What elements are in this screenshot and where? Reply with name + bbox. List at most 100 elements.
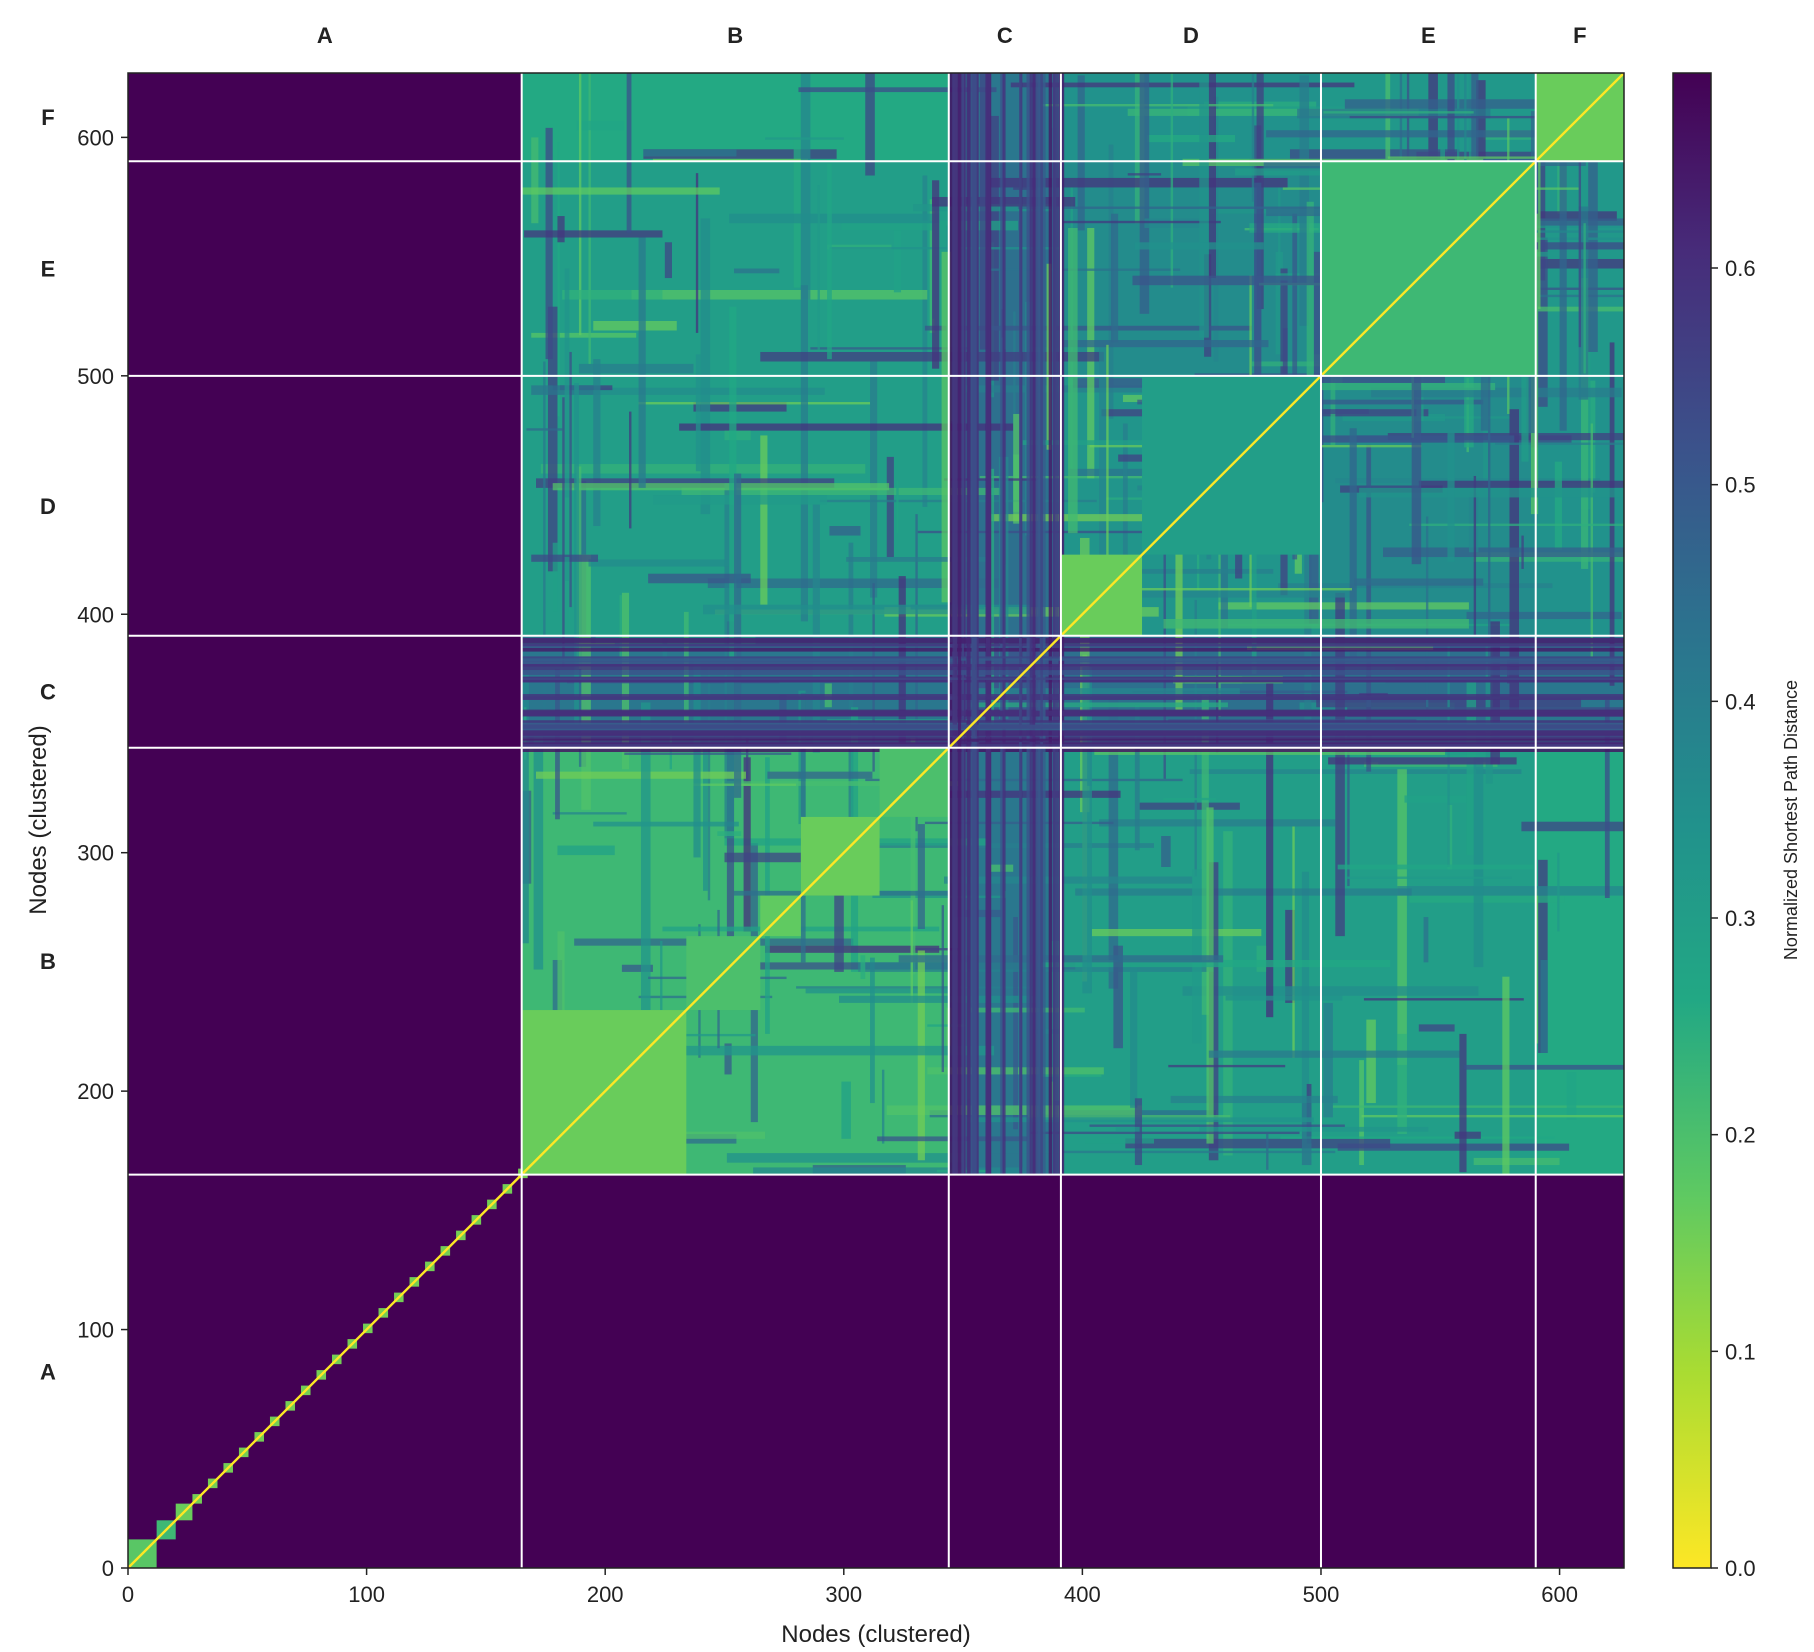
heatmap-band — [703, 604, 1030, 615]
heatmap-band — [886, 1105, 1143, 1115]
heatmap-band — [1418, 1024, 1455, 1032]
heatmap-band — [1464, 1064, 1624, 1070]
heatmap-band — [910, 900, 913, 1003]
heatmap-band — [734, 268, 780, 274]
heatmap-block — [128, 161, 523, 377]
heatmap-band — [1039, 1074, 1102, 1077]
heatmap-band — [1118, 590, 1355, 598]
heatmap-band — [703, 745, 708, 891]
heatmap-band — [1125, 1138, 1391, 1149]
heatmap-band — [841, 1081, 851, 1139]
heatmap-block — [948, 1174, 1062, 1568]
heatmap-streak — [521, 694, 1624, 700]
heatmap-band — [521, 673, 529, 944]
heatmap-streak — [976, 73, 979, 1175]
heatmap-band — [1397, 886, 1624, 896]
colorbar-tick-label: 0.6 — [1725, 256, 1756, 281]
heatmap-band — [865, 73, 875, 176]
heatmap-band — [881, 1069, 885, 1144]
heatmap-streak — [521, 660, 1624, 667]
colorbar — [1672, 72, 1712, 1569]
heatmap-band — [626, 73, 632, 233]
y-tick-label: 600 — [77, 125, 114, 150]
heatmap-band — [521, 187, 720, 195]
heatmap-band — [557, 845, 615, 856]
colorbar-ticks: 0.0 0.1 0.2 0.3 0.4 0.5 0.6 — [1711, 256, 1756, 1581]
heatmap-band — [1022, 440, 1162, 445]
heatmap-streak — [1040, 73, 1043, 1175]
heatmap-band — [1590, 423, 1593, 658]
heatmap-band — [531, 332, 637, 338]
heatmap-band — [1578, 73, 1582, 348]
heatmap-band — [640, 702, 651, 1030]
heatmap-band — [679, 423, 1014, 431]
heatmap-band — [1323, 111, 1474, 114]
heatmap-streak — [961, 73, 965, 1175]
heatmap-band — [1275, 251, 1283, 355]
heatmap-streak — [1052, 73, 1059, 1175]
heatmap-band — [1347, 728, 1350, 887]
heatmap-band — [1132, 275, 1352, 286]
heatmap-band — [593, 821, 739, 827]
heatmap-streak — [521, 647, 1624, 652]
heatmap-block — [128, 375, 523, 637]
heatmap-band — [1609, 342, 1615, 686]
heatmap-band — [536, 771, 746, 779]
heatmap-band — [1032, 340, 1269, 348]
heatmap-band — [1323, 1002, 1333, 1118]
x-tick-label: 100 — [348, 1582, 385, 1607]
heatmap-streak — [949, 73, 955, 1175]
heatmap-band — [910, 738, 916, 975]
heatmap-streak — [957, 73, 962, 1175]
heatmap-band — [1383, 547, 1624, 558]
heatmap-band — [1017, 206, 1329, 209]
heatmap-streak — [521, 743, 1624, 747]
heatmap-band — [1349, 115, 1624, 119]
heatmap-band — [793, 132, 801, 288]
heatmap-block — [1320, 1174, 1537, 1568]
x-tick-label: 500 — [1303, 1582, 1340, 1607]
heatmap-band — [796, 986, 1035, 989]
heatmap-band — [1473, 757, 1484, 968]
heatmap-band — [648, 573, 751, 584]
heatmap-band — [562, 397, 565, 667]
heatmap-band — [1538, 859, 1548, 1053]
heatmap-band — [870, 957, 875, 1104]
heatmap-band — [1099, 342, 1107, 579]
heatmap-band — [695, 354, 701, 472]
heatmap-streak — [1029, 73, 1033, 1175]
heatmap-band — [1535, 888, 1539, 1044]
heatmap-block — [128, 635, 523, 749]
heatmap-band — [917, 824, 925, 929]
heatmap-band — [1509, 409, 1520, 710]
heatmap-band — [695, 173, 699, 333]
heatmap-band — [638, 237, 646, 488]
heatmap-band — [1397, 769, 1407, 1065]
heatmap-band — [724, 1043, 732, 1075]
heatmap-band — [621, 964, 653, 972]
heatmap-band — [1337, 864, 1534, 870]
heatmap-band — [1468, 492, 1479, 553]
heatmap-streak — [521, 730, 1624, 736]
heatmap-band — [1115, 1126, 1140, 1132]
heatmap-band — [1013, 413, 1021, 524]
heatmap-band — [557, 142, 560, 417]
heatmap-band — [800, 285, 808, 622]
heatmap-band — [588, 73, 591, 364]
heatmap-band — [1280, 1136, 1555, 1139]
heatmap-band — [1464, 73, 1467, 195]
heatmap-band — [967, 702, 1228, 708]
colorbar-tick-label: 0.4 — [1725, 689, 1756, 714]
heatmap-band — [941, 905, 944, 1073]
heatmap-band — [533, 733, 544, 970]
y-tick-label: 400 — [77, 602, 114, 627]
heatmap-band — [1292, 826, 1295, 1058]
heatmap-band — [588, 559, 732, 567]
heatmap-cells — [128, 73, 1624, 1568]
heatmap-band — [1251, 535, 1257, 674]
heatmap-band — [726, 1153, 964, 1163]
heatmap-band — [1254, 182, 1262, 341]
heatmap-band — [817, 185, 820, 350]
plot-frame — [127, 72, 1625, 1569]
heatmap-band — [1459, 1033, 1467, 1173]
